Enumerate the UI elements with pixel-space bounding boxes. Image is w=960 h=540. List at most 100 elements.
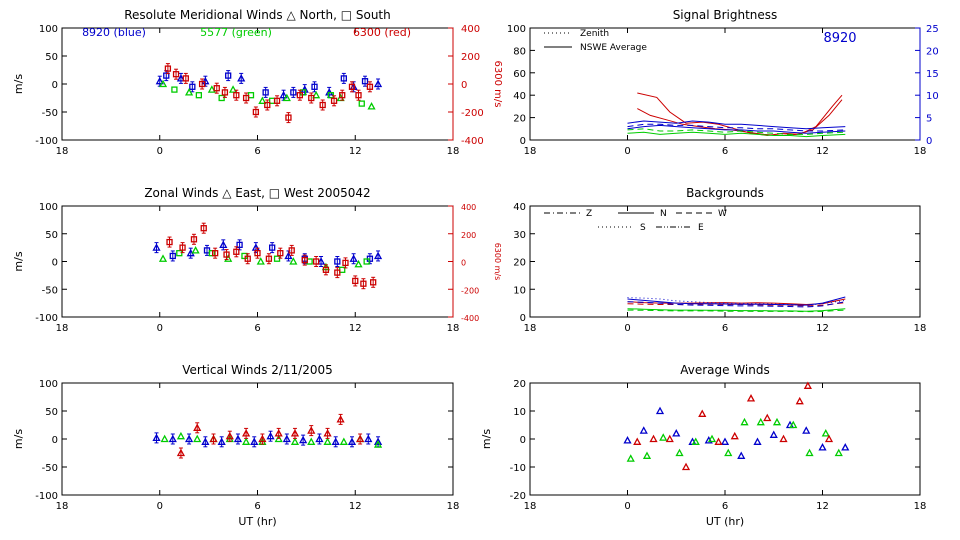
x-axis-label: UT (hr) (238, 515, 276, 528)
panel-meridional: Resolute Meridional Winds △ North, □ Sou… (12, 8, 503, 157)
x-tick-label: 18 (56, 323, 69, 334)
data-point (763, 413, 772, 422)
y2-tick-label: 20 (926, 46, 939, 57)
y-tick-label: 10 (513, 407, 526, 418)
y-tick-label: 20 (513, 258, 526, 269)
data-point (160, 434, 169, 443)
y2-axis-label: 6300 m/s (493, 243, 502, 281)
plot-frame (529, 205, 921, 318)
data-point (193, 434, 202, 443)
panel-zonal: Zonal Winds △ East, □ West 2005042 18 0 6 12… (12, 186, 502, 334)
x-tick-label: 18 (914, 146, 927, 157)
x-tick-label: 0 (157, 501, 163, 512)
x-tick-label: 18 (447, 323, 460, 334)
chart-title: Backgrounds (686, 186, 764, 200)
data-point (299, 435, 308, 444)
y2-tick-label: 0 (926, 136, 932, 147)
series-line (627, 297, 846, 306)
data-point (772, 417, 782, 426)
data-point (158, 79, 168, 88)
data-point (288, 247, 295, 254)
data-point (233, 92, 240, 99)
annotation-label: 8920 (823, 31, 856, 46)
legend-label: S (640, 223, 646, 233)
data-point (228, 85, 238, 93)
plot-frame (61, 382, 454, 496)
y-tick-label: -50 (42, 108, 58, 119)
y2-axis-label: 6300 m/s (492, 61, 503, 108)
data-point (237, 74, 246, 82)
data-point (201, 437, 210, 445)
data-point (269, 244, 276, 251)
y-tick-label: -50 (42, 463, 58, 474)
data-point (155, 76, 164, 85)
legend-label: 5577 (green) (200, 26, 272, 39)
y2-tick-label: 400 (461, 24, 480, 35)
y-tick-label: 80 (513, 46, 526, 57)
data-point (769, 430, 778, 438)
data-point (166, 238, 173, 246)
data-point (207, 85, 216, 93)
data-point (252, 108, 260, 116)
data-point (649, 434, 658, 443)
data-point (289, 257, 298, 265)
data-point (176, 448, 186, 457)
data-point (753, 437, 762, 445)
data-point (623, 436, 632, 444)
data-point (182, 75, 189, 82)
y-tick-label: 0 (520, 435, 526, 446)
data-point (358, 100, 365, 107)
data-point (334, 258, 341, 265)
data-point (339, 437, 348, 445)
x-tick-label: 0 (157, 323, 163, 334)
data-point (258, 434, 267, 443)
x-tick-label: 6 (722, 323, 728, 334)
plot-frame (61, 27, 454, 141)
y2-tick-label: -400 (461, 136, 484, 147)
x-tick-label: 12 (816, 323, 829, 334)
data-point (355, 92, 362, 99)
data-point (158, 254, 168, 262)
data-point (802, 426, 811, 434)
data-point (164, 65, 172, 72)
data-point (724, 448, 733, 457)
data-point (168, 434, 177, 443)
data-point (262, 89, 269, 96)
data-point (254, 250, 261, 257)
data-point (223, 251, 230, 258)
y-tick-label: 0 (520, 313, 526, 324)
series-line (627, 128, 846, 135)
data-point (290, 437, 300, 445)
data-point (370, 279, 377, 286)
data-point (198, 80, 206, 88)
chart-title: Resolute Meridional Winds △ North, □ Sou… (124, 8, 391, 22)
y2-tick-label: 400 (461, 203, 476, 212)
data-point (264, 101, 271, 109)
data-point (233, 434, 243, 443)
data-point (347, 437, 357, 445)
x-tick-label: 18 (524, 323, 537, 334)
y2-tick-label: 10 (926, 91, 939, 102)
data-point (322, 266, 330, 273)
data-point (626, 454, 635, 462)
legend-label: N (660, 209, 667, 219)
data-point (336, 415, 345, 423)
x-tick-label: 12 (349, 146, 362, 157)
data-point (312, 90, 321, 99)
y-tick-label: 20 (513, 379, 526, 390)
data-point (639, 426, 648, 434)
x-tick-label: 0 (624, 323, 630, 334)
data-point (279, 90, 288, 99)
x-tick-label: 12 (816, 501, 829, 512)
y-tick-label: 100 (39, 24, 58, 35)
y-tick-label: 0 (52, 435, 58, 446)
y2-tick-label: -200 (461, 108, 484, 119)
x-tick-label: 12 (816, 146, 829, 157)
data-point (213, 85, 220, 92)
data-point (256, 257, 265, 265)
y-tick-label: -100 (35, 491, 58, 502)
data-point (211, 250, 219, 257)
series-line (637, 92, 843, 137)
x-tick-label: 12 (349, 501, 362, 512)
